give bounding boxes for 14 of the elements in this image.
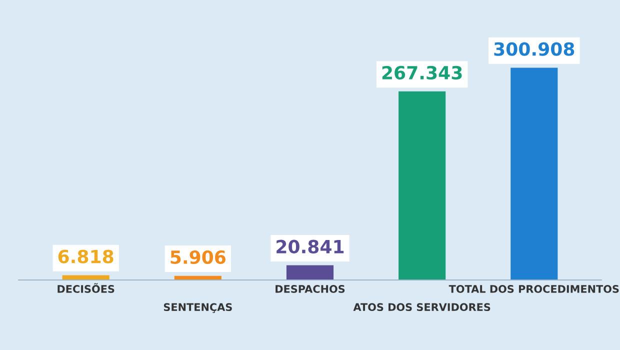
x-tick-label: DESPACHOS (276, 285, 345, 293)
data-label: 6.818 (58, 250, 114, 264)
x-tick-label: SENTENÇAS (164, 303, 232, 313)
data-label: 5.906 (170, 250, 226, 264)
bar (398, 91, 446, 280)
data-label: 20.841 (276, 240, 344, 254)
bar (510, 68, 558, 280)
x-tick-label: TOTAL DOS PROCEDIMENTOS (448, 285, 619, 293)
bar (62, 275, 110, 280)
data-label: 300.908 (494, 42, 574, 56)
x-tick-label: ATOS DOS SERVIDORES (353, 303, 490, 312)
bar (286, 265, 334, 280)
data-label: 267.343 (382, 66, 462, 80)
x-tick-label: DECISÕES (58, 283, 114, 293)
